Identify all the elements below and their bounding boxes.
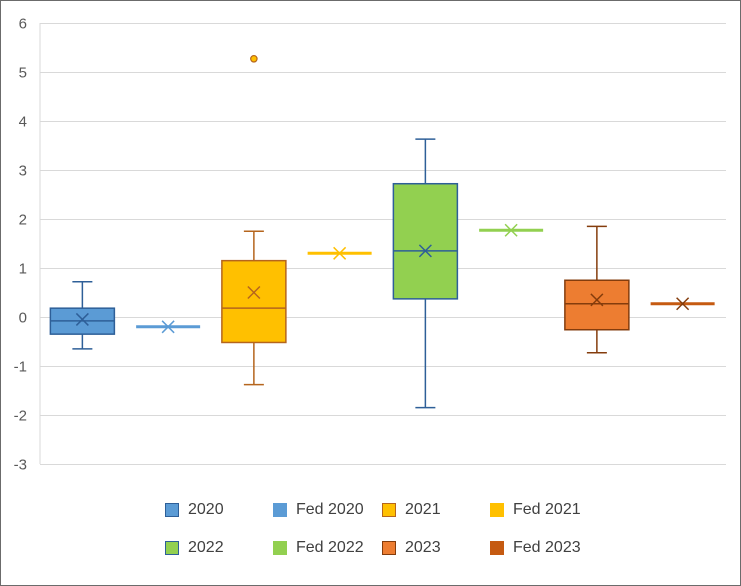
y-axis-ticks: -3 -2 -1 0 1 2 3 4 5 6 xyxy=(14,16,27,474)
y-tick-label: -3 xyxy=(14,457,27,474)
series-2023 xyxy=(564,225,630,354)
legend-swatch xyxy=(165,503,179,517)
legend-swatch xyxy=(382,503,396,517)
legend-swatch xyxy=(382,541,396,555)
legend-label: Fed 2022 xyxy=(296,539,364,556)
y-tick-label: -1 xyxy=(14,359,27,376)
plot-marks xyxy=(49,54,715,409)
mean-marker xyxy=(590,293,604,307)
y-tick-label: 5 xyxy=(19,65,27,82)
series-fed-2023 xyxy=(650,297,715,311)
iqr-box xyxy=(221,259,287,344)
legend-item: Fed 2021 xyxy=(490,500,581,520)
series-2021 xyxy=(221,54,287,386)
legend-label: Fed 2023 xyxy=(513,539,581,556)
legend-label: Fed 2020 xyxy=(296,501,364,518)
iqr-box xyxy=(392,182,459,300)
series-fed-2022 xyxy=(479,223,544,237)
mean-marker xyxy=(247,285,261,300)
legend-item: 2022 xyxy=(165,538,224,558)
legend-item: Fed 2020 xyxy=(273,500,364,520)
legend-label: 2022 xyxy=(188,539,224,556)
legend-swatch xyxy=(490,541,504,555)
mean-marker xyxy=(75,312,89,326)
y-tick-label: 3 xyxy=(19,163,27,180)
series-fed-2020 xyxy=(136,320,201,334)
y-tick-label: 0 xyxy=(19,310,27,327)
y-tick-label: 4 xyxy=(19,114,27,131)
y-tick-label: 6 xyxy=(19,16,27,33)
legend-item: 2020 xyxy=(165,500,224,520)
value-marker xyxy=(161,320,175,334)
y-tick-label: 2 xyxy=(19,212,27,229)
series-2020 xyxy=(49,280,116,350)
legend-item: Fed 2022 xyxy=(273,538,364,558)
mean-marker xyxy=(418,244,432,258)
legend-swatch xyxy=(273,503,287,517)
legend-label: 2021 xyxy=(405,501,441,518)
legend-label: 2023 xyxy=(405,539,441,556)
series-2022 xyxy=(392,138,459,409)
legend-swatch xyxy=(490,503,504,517)
legend-label: 2020 xyxy=(188,501,224,518)
value-marker xyxy=(504,223,518,237)
value-marker xyxy=(676,297,690,311)
series-fed-2021 xyxy=(307,246,372,260)
outlier-point xyxy=(250,54,258,63)
legend-swatch xyxy=(165,541,179,555)
value-marker xyxy=(333,246,347,260)
legend-label: Fed 2021 xyxy=(513,501,581,518)
y-tick-label: 1 xyxy=(19,261,27,278)
gridlines xyxy=(39,23,726,465)
legend-item: 2023 xyxy=(382,538,441,558)
legend-item: 2021 xyxy=(382,500,441,520)
legend-swatch xyxy=(273,541,287,555)
legend-item: Fed 2023 xyxy=(490,538,581,558)
iqr-box xyxy=(564,279,630,331)
y-tick-label: -2 xyxy=(14,408,27,425)
